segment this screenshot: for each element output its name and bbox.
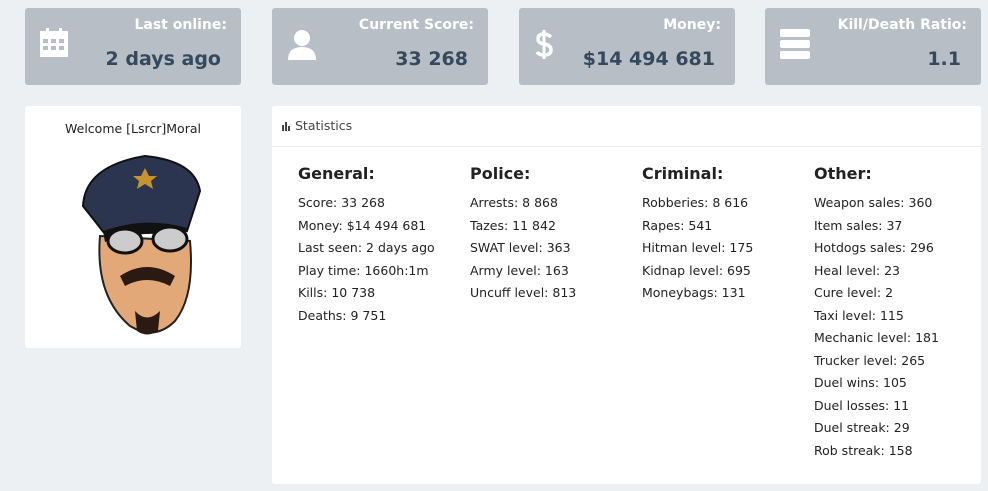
- server-icon: [780, 29, 810, 59]
- profile-card: Welcome [Lsrcr]Moral: [25, 106, 241, 348]
- stats-column: Police: Arrests: 8 868 Tazes: 11 842 SWAT l…: [470, 164, 576, 308]
- stat-line: Kills: 10 738: [298, 285, 376, 300]
- calendar-icon: [40, 28, 68, 57]
- dollar-icon: [535, 30, 553, 59]
- stat-line: Heal level: 23: [814, 262, 901, 278]
- stat-line: Moneybags: 131: [642, 285, 746, 300]
- stat-line: Taxi level: 115: [814, 307, 904, 323]
- stat-line: Kidnap level: 695: [642, 262, 751, 278]
- statistics-header: Statistics: [272, 106, 981, 147]
- statistics-title: Statistics: [295, 118, 353, 133]
- avatar: [81, 154, 202, 335]
- stat-line: Score: 33 268: [298, 195, 385, 210]
- stat-line: Hitman level: 175: [642, 240, 754, 255]
- stat-line: Cure level: 2: [814, 285, 894, 300]
- statistics-panel: Statistics General: Score: 33 268 Money: $…: [272, 106, 981, 484]
- stat-card: Money: $14 494 681: [519, 8, 735, 85]
- stat-card: Kill/Death Ratio: 1.1: [765, 8, 981, 85]
- stat-line: Rapes: 541: [642, 217, 713, 233]
- stat-line: Rob streak: 158: [814, 442, 913, 458]
- column-heading: General:: [298, 164, 375, 183]
- stat-card: Current Score: 33 268: [272, 8, 488, 85]
- stat-line: Mechanic level: 181: [814, 330, 939, 345]
- stat-line: Money: $14 494 681: [298, 217, 427, 233]
- stat-line: Army level: 163: [470, 262, 569, 278]
- welcome-text: Welcome [Lsrcr]Moral: [65, 121, 201, 136]
- card-value: 33 268: [395, 48, 468, 70]
- stat-line: Deaths: 9 751: [298, 307, 387, 323]
- stat-line: SWAT level: 363: [470, 240, 571, 255]
- stat-line: Item sales: 37: [814, 217, 903, 233]
- stat-line: Play time: 1660h:1m: [298, 262, 429, 278]
- card-label: Kill/Death Ratio:: [837, 17, 967, 33]
- stat-line: Hotdogs sales: 296: [814, 240, 934, 255]
- stat-line: Duel wins: 105: [814, 375, 907, 390]
- card-value: $14 494 681: [582, 48, 715, 70]
- stat-card: Last online: 2 days ago: [25, 8, 241, 85]
- stat-line: Robberies: 8 616: [642, 195, 749, 210]
- stat-line: Last seen: 2 days ago: [298, 240, 435, 255]
- stats-column: Other: Weapon sales: 360 Item sales: 37 Hot…: [814, 164, 939, 465]
- stats-column: General: Score: 33 268 Money: $14 494 681 L…: [298, 164, 435, 330]
- card-value: 2 days ago: [105, 48, 221, 70]
- card-label: Money:: [663, 17, 721, 33]
- stat-line: Duel losses: 11: [814, 397, 910, 413]
- column-heading: Criminal:: [642, 164, 724, 183]
- stat-line: Tazes: 11 842: [470, 217, 556, 233]
- stat-line: Duel streak: 29: [814, 420, 910, 435]
- stats-column: Criminal: Robberies: 8 616 Rapes: 541 Hitma…: [642, 164, 753, 308]
- user-icon: [288, 30, 316, 60]
- card-label: Last online:: [134, 17, 227, 33]
- stat-line: Uncuff level: 813: [470, 285, 577, 300]
- card-value: 1.1: [927, 48, 961, 70]
- column-heading: Police:: [470, 164, 531, 183]
- column-heading: Other:: [814, 164, 872, 183]
- stat-line: Weapon sales: 360: [814, 195, 933, 210]
- stat-line: Trucker level: 265: [814, 352, 926, 368]
- stat-line: Arrests: 8 868: [470, 195, 558, 210]
- chart-icon: [282, 122, 290, 131]
- card-label: Current Score:: [358, 17, 474, 33]
